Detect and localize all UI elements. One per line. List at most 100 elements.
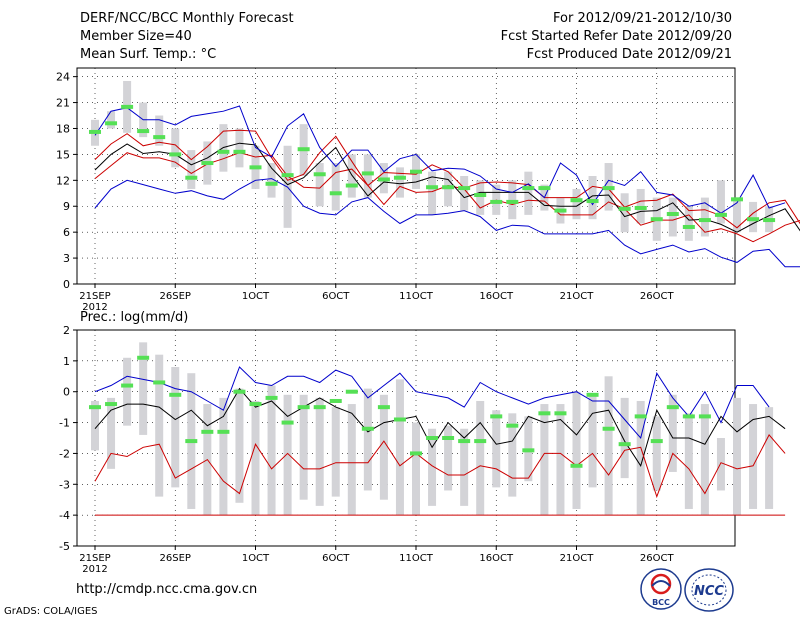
ensemble-mean-marker xyxy=(490,414,503,419)
ensemble-mean-marker xyxy=(426,436,439,440)
ensemble-mean-marker xyxy=(105,121,118,126)
ensemble-range-bar xyxy=(107,397,116,469)
ensemble-range-bar xyxy=(620,193,629,233)
ensemble-mean-marker xyxy=(763,218,776,223)
x-tick-label: 26OCT xyxy=(640,291,675,302)
ensemble-range-bar xyxy=(508,180,517,220)
chart-title: DERF/NCC/BCC Monthly Forecast xyxy=(80,11,294,26)
x-tick-label: 21OCT xyxy=(560,291,595,302)
ensemble-mean-marker xyxy=(602,186,615,191)
ncc-logo: NCC xyxy=(684,568,734,612)
y-tick-label: 9 xyxy=(63,200,70,213)
ensemble-mean-marker xyxy=(313,172,326,177)
ensemble-range-bar xyxy=(733,397,741,516)
y-tick-label: 2 xyxy=(63,324,70,337)
ensemble-mean-marker xyxy=(233,149,246,154)
ensemble-mean-marker xyxy=(538,186,551,191)
ensemble-range-bar xyxy=(155,115,164,146)
ensemble-mean-marker xyxy=(377,405,390,410)
ensemble-mean-marker xyxy=(490,199,503,204)
ensemble-mean-marker xyxy=(185,439,198,444)
ensemble-range-bar xyxy=(331,407,340,497)
series-line-median xyxy=(94,387,786,467)
y-tick-label: -3 xyxy=(59,478,70,491)
ensemble-mean-marker xyxy=(650,217,663,222)
ensemble-mean-marker xyxy=(442,185,455,190)
ensemble-range-bar xyxy=(347,154,356,198)
ensemble-range-bar xyxy=(765,407,774,509)
ensemble-range-bar xyxy=(572,188,581,220)
ensemble-mean-marker xyxy=(153,380,166,385)
ensemble-mean-marker xyxy=(393,175,406,180)
y-tick-label: -2 xyxy=(59,447,70,460)
ensemble-range-bar xyxy=(363,154,372,198)
ensemble-range-bar xyxy=(395,379,404,516)
ensemble-mean-marker xyxy=(522,186,535,191)
precip-title: Prec.: log(mm/d) xyxy=(80,310,188,325)
ensemble-mean-marker xyxy=(474,439,487,444)
ensemble-mean-marker xyxy=(345,389,358,394)
x-tick-label: 6OCT xyxy=(322,553,350,564)
ensemble-range-bar xyxy=(171,367,180,488)
x-tick-label: 26SEP xyxy=(160,553,191,564)
ensemble-range-bar xyxy=(700,197,709,237)
forecast-start-date: Fcst Started Refer Date 2012/09/20 xyxy=(500,29,732,44)
ensemble-mean-marker xyxy=(201,161,214,166)
ensemble-range-bar xyxy=(171,128,180,168)
ensemble-mean-marker xyxy=(538,411,551,416)
ensemble-mean-marker xyxy=(602,426,615,431)
y-tick-label: 6 xyxy=(63,226,70,239)
ensemble-mean-marker xyxy=(682,414,695,419)
bcc-logo: BCC xyxy=(640,568,682,610)
x-tick-label: 11OCT xyxy=(399,553,434,564)
ensemble-range-bar xyxy=(219,397,228,516)
ensemble-range-bar xyxy=(187,150,196,189)
svg-text:NCC: NCC xyxy=(694,584,724,599)
ensemble-range-bar xyxy=(588,176,597,220)
ensemble-mean-marker xyxy=(233,389,246,394)
ensemble-mean-marker xyxy=(361,171,374,176)
year-label: 2012 xyxy=(82,302,107,313)
ensemble-range-bar xyxy=(524,171,533,215)
x-tick-label: 16OCT xyxy=(479,553,514,564)
x-tick-label: 21SEP xyxy=(79,291,110,302)
y-tick-label: -4 xyxy=(59,509,70,522)
ensemble-mean-marker xyxy=(169,392,182,397)
y-tick-label: 3 xyxy=(63,252,70,265)
ensemble-range-bar xyxy=(91,400,99,451)
ensemble-range-bar xyxy=(412,422,420,516)
ensemble-range-bar xyxy=(235,128,244,168)
ensemble-range-bar xyxy=(668,394,677,472)
ensemble-mean-marker xyxy=(217,429,230,434)
ensemble-mean-marker xyxy=(634,414,647,419)
series-line-median xyxy=(94,142,800,233)
ensemble-mean-marker xyxy=(297,147,310,152)
y-tick-label: 0 xyxy=(63,278,70,291)
ensemble-range-bar xyxy=(476,400,485,516)
ensemble-mean-marker xyxy=(554,208,567,213)
ensemble-mean-marker xyxy=(474,193,487,198)
ensemble-range-bar xyxy=(716,180,725,224)
ensemble-range-bar xyxy=(251,400,260,516)
ensemble-mean-marker xyxy=(731,197,743,202)
series-line-lower xyxy=(94,434,786,499)
ensemble-range-bar xyxy=(444,425,453,491)
ensemble-mean-marker xyxy=(650,439,663,444)
y-tick-label: 0 xyxy=(63,386,70,399)
ensemble-mean-marker xyxy=(506,199,519,204)
ensemble-range-bar xyxy=(315,397,324,506)
ensemble-range-bar xyxy=(588,394,597,488)
ensemble-mean-marker xyxy=(121,383,134,388)
y-tick-label: 1 xyxy=(63,355,70,368)
source-url[interactable]: http://cmdp.ncc.cma.gov.cn xyxy=(76,582,258,597)
x-tick-label: 6OCT xyxy=(322,291,350,302)
ensemble-range-bar xyxy=(749,201,758,233)
ensemble-mean-marker xyxy=(265,181,278,186)
ensemble-range-bar xyxy=(668,197,677,237)
ensemble-mean-marker xyxy=(281,173,294,178)
ensemble-range-bar xyxy=(235,388,244,503)
series-line-max xyxy=(94,366,770,440)
x-tick-label: 21SEP xyxy=(79,553,110,564)
ensemble-mean-marker xyxy=(714,212,727,217)
ensemble-range-bar xyxy=(460,176,469,211)
